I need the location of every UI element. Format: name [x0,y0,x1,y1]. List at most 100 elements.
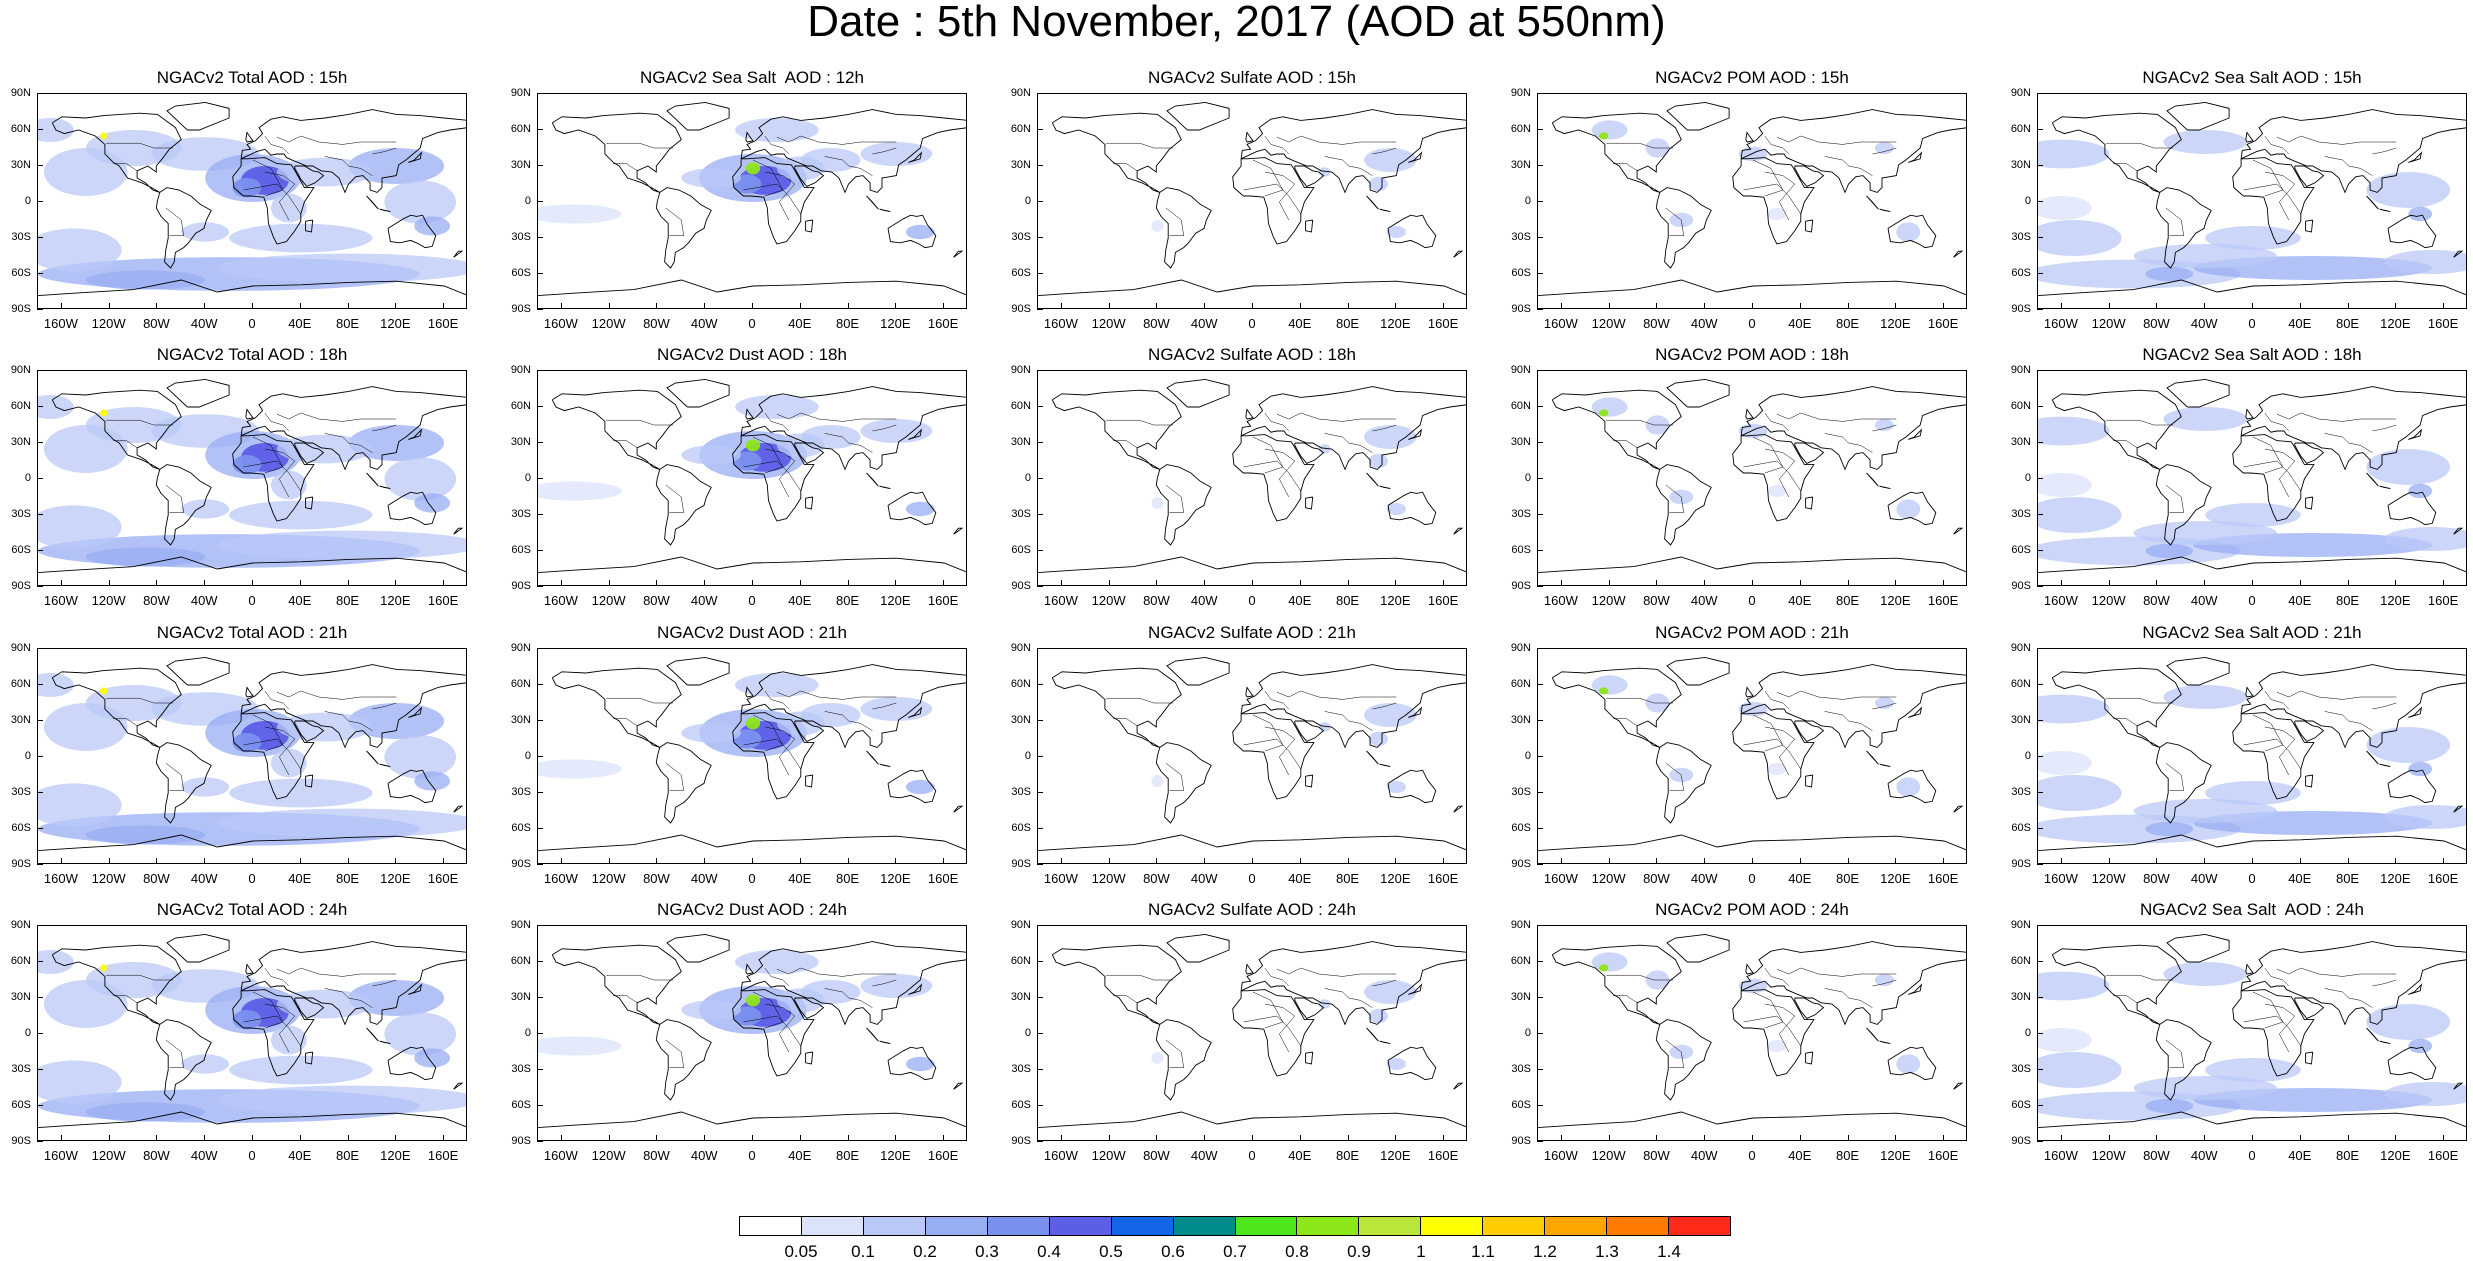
coastline [1379,485,1391,490]
lon-tick [299,858,301,864]
lon-tick [156,1135,158,1141]
country-border [264,726,296,776]
world-map [537,370,967,586]
country-border [1764,967,1789,987]
lon-label: 40E [2288,593,2312,608]
lon-tick [2443,858,2445,864]
lat-tick [37,720,43,721]
colorbar-swatch [925,1217,988,1235]
coastline [366,1027,379,1042]
map-panel: NGACv2 Sulfate AOD : 21h 90N 60N 30N 0 30S 60S… [1007,624,1497,900]
lon-tick [1752,858,1753,864]
map-panel: NGACv2 Sea Salt AOD : 18h 90N 60N 30N 0 30S 60… [2007,346,2473,622]
lat-tick [37,1069,43,1070]
coastline [1408,151,1423,163]
coastline [1305,1051,1314,1065]
coastline [155,187,212,269]
lon-tick [1752,580,1753,586]
lat-tick [537,550,543,551]
aod-region [1598,687,1609,695]
lat-tick [2037,478,2043,479]
coastline [732,434,815,522]
world-map [37,93,467,309]
coastline [2305,1051,2314,1065]
lat-tick [537,406,543,407]
aod-region [1364,703,1417,727]
aod-region [800,980,861,1004]
aod-region [538,204,622,224]
colorbar-swatch [987,1217,1050,1235]
aod-region [229,1055,373,1085]
country-border [824,156,873,176]
lon-label: 80E [1835,871,1860,886]
lon-tick [1943,858,1945,864]
lon-tick [395,1135,397,1141]
lat-tick [1537,406,1543,407]
panel-title: NGACv2 POM AOD : 24h [1655,900,1849,919]
lat-tick [2037,93,2043,94]
coastline [1732,989,1815,1077]
lon-tick [1847,1135,1849,1141]
lat-tick [1037,93,1043,94]
lat-tick [1037,201,1043,202]
lon-label: 160E [1927,871,1959,886]
aod-region [1874,974,1894,986]
coastline [1887,491,1937,526]
lon-label: 80W [2143,1148,2170,1163]
coastline [1240,664,1466,749]
world-map [1037,93,1467,309]
lat-tick [1537,93,1543,94]
coastline [1232,712,1315,800]
coastline [745,963,754,975]
aod-region [2038,971,2110,1001]
coastline [1805,496,1814,510]
coastline [887,1046,937,1081]
lat-tick [1537,442,1543,443]
lat-label: 90N [1010,919,1031,931]
lon-tick [1347,303,1349,309]
lon-label: 80W [143,593,170,608]
coastline [1879,763,1891,768]
coastline [232,434,315,522]
lon-label: 40W [1690,593,1718,608]
country-border [1764,412,1789,432]
aod-region [538,481,622,501]
lat-tick [2037,1141,2043,1142]
colorbar-label: 0.7 [1223,1242,1247,1261]
lon-tick [2204,303,2206,309]
map-panel: NGACv2 Total AOD : 15h 90N 60N 30N 0 30S 60S 90… [7,69,497,345]
coastline [1232,157,1315,245]
lon-tick [1656,858,1658,864]
lon-tick [2299,1135,2301,1141]
coastline [2408,151,2423,163]
country-border [2264,412,2289,432]
lon-tick [2108,580,2110,586]
map-panel: NGACv2 Dust AOD : 21h 90N 60N 30N 0 30S 60S 90S… [507,624,997,900]
lat-tick [1037,1069,1043,1070]
country-border [1113,163,1138,172]
coastline [408,706,423,718]
lon-tick [2204,858,2206,864]
coastline [1666,378,1730,408]
coastline [538,834,966,852]
country-border [1264,1003,1296,1053]
lon-label: 160E [2427,316,2459,331]
country-border [1372,702,1397,710]
lat-label: 30S [11,1063,31,1075]
country-border [665,207,684,236]
aod-region [38,783,122,827]
lat-tick [1037,684,1043,685]
coastline [1953,805,1964,813]
coastline [953,1082,964,1090]
lat-label: 60N [2010,678,2031,690]
country-border [776,412,897,422]
lat-tick [1537,309,1543,310]
lon-label: 80W [1143,871,1170,886]
country-border [665,1039,684,1068]
lon-label: 120W [91,593,126,608]
lat-tick [1537,997,1543,998]
lat-label: 90S [11,303,31,315]
lon-tick [1895,858,1897,864]
lat-tick [537,864,543,865]
lat-label: 90S [1011,580,1031,592]
